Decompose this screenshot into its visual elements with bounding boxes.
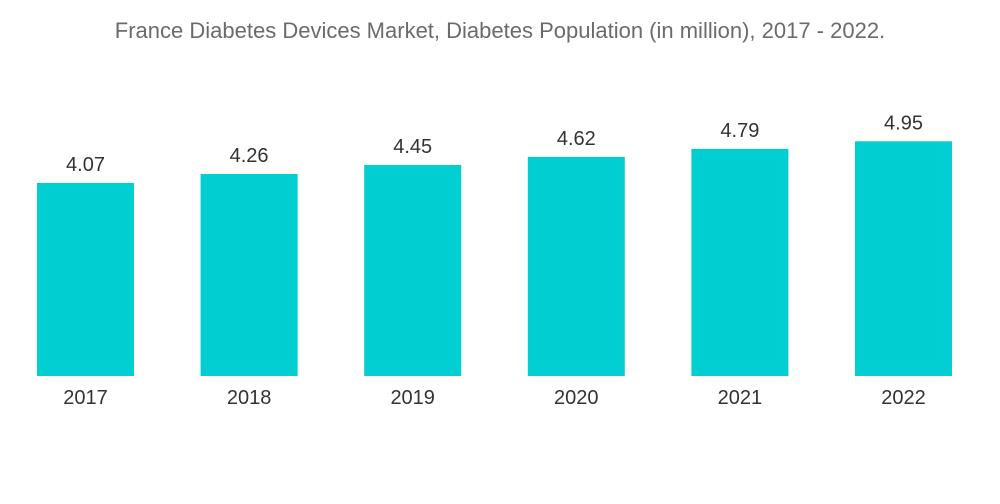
x-tick-label-2017: 2017 [63, 387, 108, 409]
x-tick-label-2018: 2018 [227, 387, 272, 409]
data-label-2022: 4.95 [884, 112, 923, 134]
bar-2018 [200, 174, 298, 376]
x-tick-label-2019: 2019 [390, 387, 435, 409]
data-label-2019: 4.45 [393, 136, 432, 158]
data-label-2017: 4.07 [66, 154, 105, 176]
bar-2020 [527, 156, 625, 376]
bar-2017 [37, 183, 134, 376]
x-tick-label-2020: 2020 [554, 387, 599, 409]
data-label-2018: 4.26 [230, 145, 269, 167]
data-label-2021: 4.79 [720, 120, 759, 142]
x-tick-label-2022: 2022 [881, 387, 926, 409]
data-label-2020: 4.62 [557, 128, 596, 150]
bar-2021 [691, 148, 789, 376]
bar-2019 [364, 165, 462, 376]
x-tick-label-2021: 2021 [718, 387, 763, 409]
chart-title: France Diabetes Devices Market, Diabetes… [114, 18, 886, 43]
bar-2022 [855, 141, 952, 376]
